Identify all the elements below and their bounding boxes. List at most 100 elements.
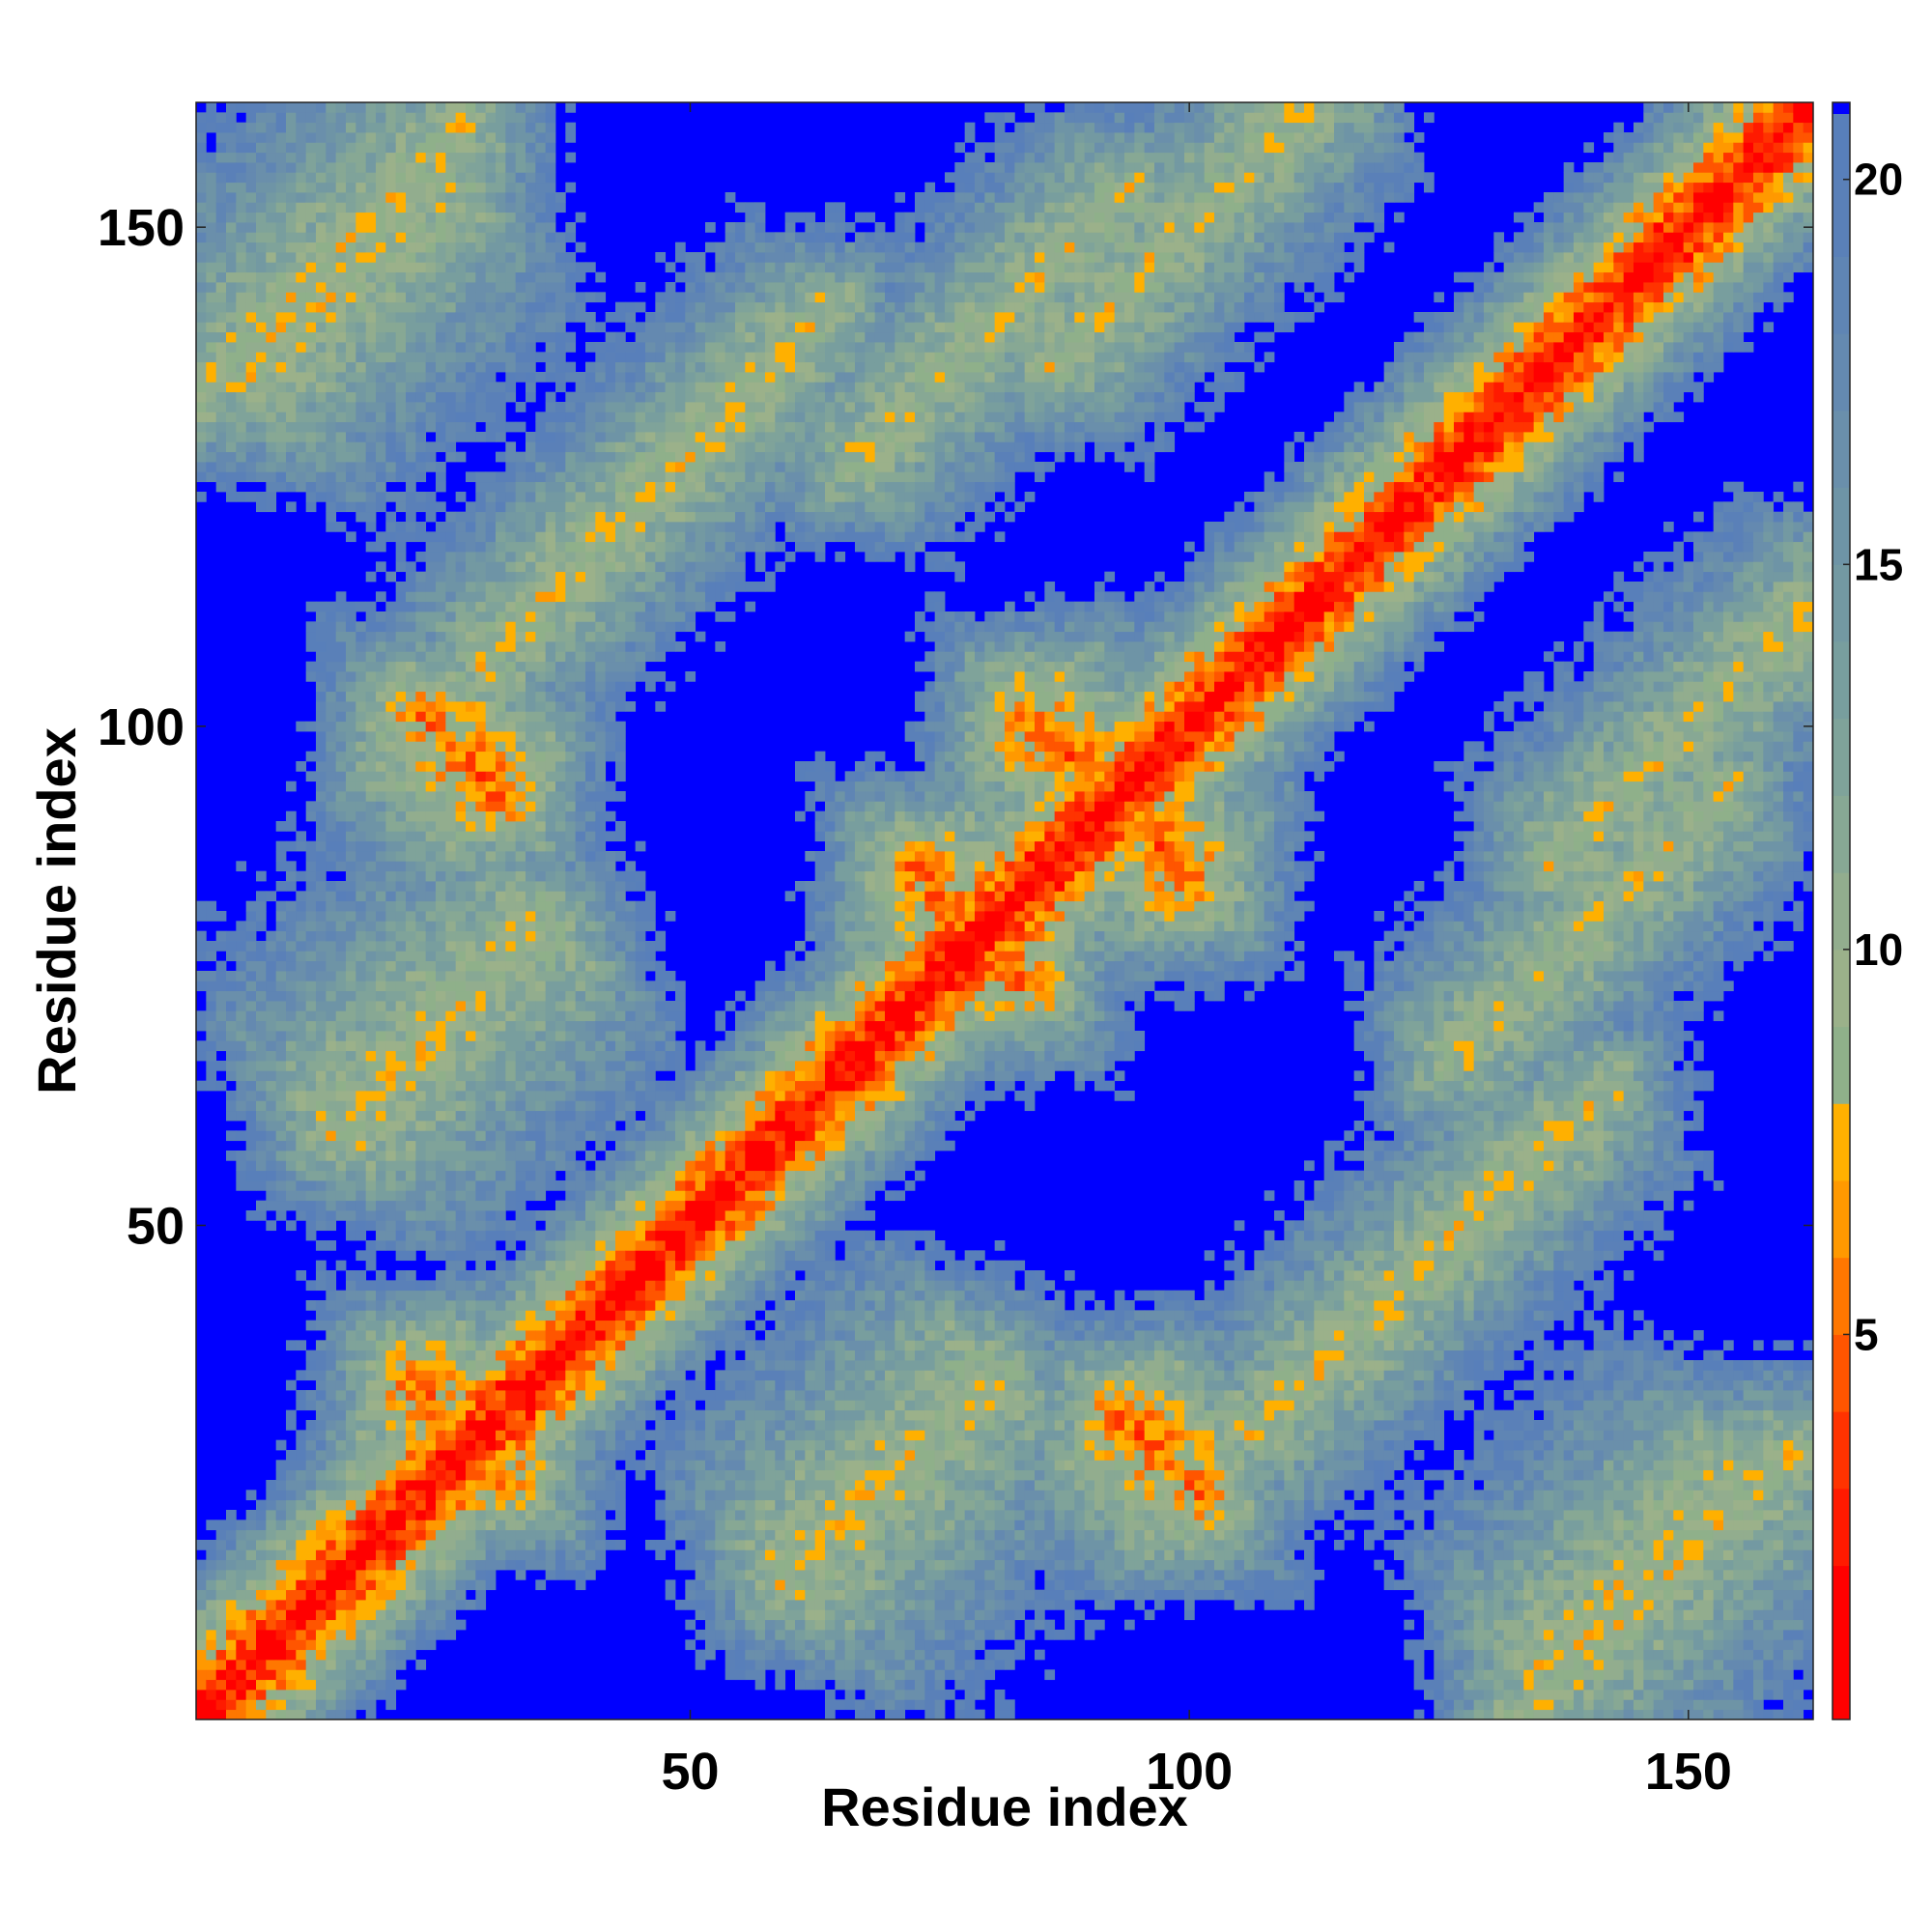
heatmap-cell [275,1001,287,1011]
heatmap-cell [515,142,526,154]
heatmap-cell [455,731,467,742]
heatmap-cell [365,382,377,393]
heatmap-cell [535,1490,547,1501]
heatmap-cell [535,1310,547,1321]
heatmap-cell [436,861,446,872]
heatmap-cell [215,222,227,233]
heatmap-cell [415,1450,427,1461]
heatmap-cell [526,1420,536,1431]
heatmap-cell [545,771,556,782]
heatmap-cell [485,1031,497,1041]
heatmap-cell [296,232,307,243]
heatmap-cell [376,1091,386,1101]
heatmap-cell [206,1549,217,1561]
heatmap-cell [395,701,407,712]
heatmap-cell [406,1050,416,1062]
heatmap-cell [466,232,476,243]
heatmap-cell [215,1699,227,1711]
heatmap-cell [266,492,277,502]
heatmap-cell [385,980,397,992]
heatmap-cell [395,1540,407,1550]
heatmap-cell [415,1200,427,1211]
heatmap-cell [575,990,586,1002]
heatmap-cell [296,960,307,972]
heatmap-cell [496,591,506,603]
heatmap-cell [535,771,547,782]
heatmap-cell [296,1649,307,1661]
heatmap-cell [406,821,416,832]
heatmap-cell [436,1600,446,1610]
heatmap-cell [395,651,407,663]
heatmap-cell [565,1400,577,1411]
heatmap-cell [436,1370,446,1381]
heatmap-cell [406,182,416,193]
heatmap-cell [406,202,416,213]
heatmap-cell [365,282,377,293]
heatmap-cell [445,412,457,423]
heatmap-cell [335,192,347,203]
heatmap-cell [275,1469,287,1481]
heatmap-cell [505,1270,517,1281]
heatmap-cell [316,441,327,453]
heatmap-cell [245,1070,257,1082]
heatmap-cell [335,810,347,822]
heatmap-cell [575,1310,586,1321]
heatmap-cell [346,132,356,143]
heatmap-cell [496,322,506,333]
heatmap-cell [365,1420,377,1431]
heatmap-cell [406,891,416,902]
heatmap-cell [425,761,437,772]
heatmap-cell [545,1091,556,1101]
heatmap-cell [505,631,517,642]
heatmap-cell [526,1050,536,1062]
heatmap-cell [555,771,566,782]
heatmap-cell [236,142,247,154]
heatmap-cell [436,152,446,163]
heatmap-cell [395,721,407,732]
heatmap-cell [425,1200,437,1211]
heatmap-cell [365,1619,377,1631]
heatmap-cell [266,1679,277,1690]
heatmap-cell [436,661,446,672]
heatmap-cell [385,1469,397,1481]
heatmap-cell [455,1379,467,1391]
heatmap-cell [485,721,497,732]
heatmap-cell [535,681,547,693]
heatmap-cell [275,1570,287,1580]
heatmap-cell [425,911,437,922]
heatmap-cell [485,471,497,483]
heatmap-cell [565,481,577,493]
heatmap-cell [326,1709,337,1720]
heatmap-cell [535,661,547,672]
heatmap-cell [376,1529,386,1541]
heatmap-cell [515,900,526,912]
heatmap-cell [485,1430,497,1441]
heatmap-cell [376,1540,386,1550]
heatmap-cell [215,1540,227,1550]
heatmap-cell [395,1559,407,1571]
heatmap-cell [406,1001,416,1011]
heatmap-cell [555,601,566,612]
heatmap-cell [266,1180,277,1191]
heatmap-cell [445,1559,457,1571]
heatmap-cell [436,1330,446,1341]
heatmap-cell [395,980,407,992]
heatmap-cell [535,242,547,253]
heatmap-cell [275,462,287,472]
heatmap-cell [466,621,476,633]
heatmap-cell [515,711,526,723]
heatmap-cell [575,1290,586,1301]
heatmap-cell [515,1390,526,1401]
heatmap-cell [485,282,497,293]
heatmap-cell [466,501,476,513]
heatmap-cell [436,1270,446,1281]
heatmap-cell [565,1350,577,1361]
heatmap-cell [376,1549,386,1561]
heatmap-cell [365,1320,377,1331]
heatmap-cell [365,391,377,403]
heatmap-cell [496,930,506,942]
heatmap-cell [475,282,487,293]
heatmap-cell [436,1100,446,1112]
heatmap-cell [455,182,467,193]
heatmap-cell [455,891,467,902]
